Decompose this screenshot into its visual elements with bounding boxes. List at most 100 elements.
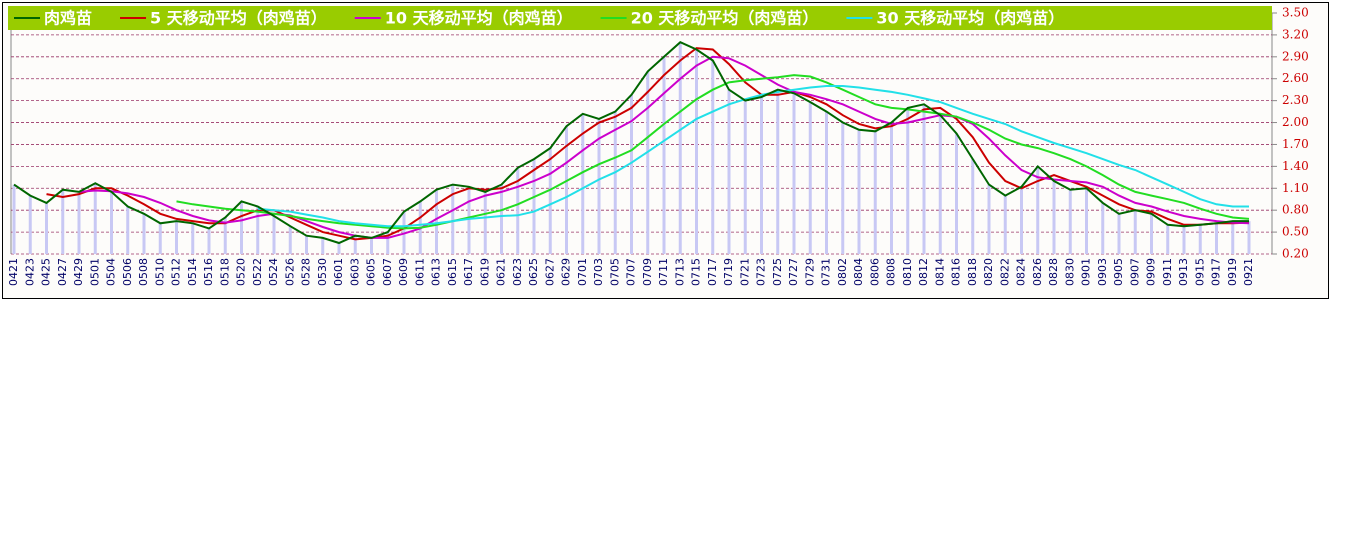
bar xyxy=(662,56,666,255)
x-tick-label: 0625 xyxy=(527,258,540,286)
y-tick-label: 3.50 xyxy=(1282,6,1309,20)
legend-label: 肉鸡苗 xyxy=(44,9,92,28)
bar xyxy=(451,184,455,254)
x-tick-label: 0524 xyxy=(267,258,280,286)
bar xyxy=(191,223,195,254)
bar xyxy=(873,131,877,254)
bar xyxy=(223,217,227,254)
bar xyxy=(61,189,65,254)
x-tick-label: 0701 xyxy=(576,258,589,286)
legend-label: 5 天移动平均（肉鸡苗） xyxy=(150,9,327,28)
bar xyxy=(825,111,828,254)
y-tick-label: 1.70 xyxy=(1282,137,1309,151)
x-tick-label: 0528 xyxy=(300,258,313,286)
bar xyxy=(613,111,617,254)
legend-label: 10 天移动平均（肉鸡苗） xyxy=(385,9,573,28)
x-tick-label: 0919 xyxy=(1226,258,1239,286)
bar xyxy=(581,113,585,254)
x-tick-label: 0913 xyxy=(1177,258,1190,286)
bar xyxy=(1003,195,1007,254)
bar xyxy=(1085,188,1088,254)
bar xyxy=(1247,221,1251,254)
bar xyxy=(906,107,910,254)
x-tick-label: 0806 xyxy=(868,258,881,286)
x-tick-label: 0820 xyxy=(982,258,995,286)
x-tick-label: 0814 xyxy=(933,258,946,286)
x-tick-label: 0725 xyxy=(771,258,784,286)
y-tick-label: 2.30 xyxy=(1282,93,1309,107)
x-tick-label: 0619 xyxy=(478,258,491,286)
bar xyxy=(565,126,568,254)
x-tick-label: 0605 xyxy=(365,258,378,286)
x-tick-label: 0709 xyxy=(641,258,654,286)
x-tick-label: 0711 xyxy=(657,258,670,286)
x-tick-label: 0719 xyxy=(722,258,735,286)
bar xyxy=(1117,213,1121,254)
bar xyxy=(1215,223,1218,254)
x-tick-label: 0727 xyxy=(787,258,800,286)
bar xyxy=(1101,202,1105,254)
x-tick-label: 0429 xyxy=(72,258,85,286)
y-tick-label: 2.00 xyxy=(1282,115,1309,129)
bar xyxy=(516,167,520,254)
x-tick-label: 0830 xyxy=(1063,258,1076,286)
x-tick-label: 0703 xyxy=(592,258,605,286)
bar xyxy=(77,191,81,254)
legend-label: 30 天移动平均（肉鸡苗） xyxy=(876,9,1064,28)
x-tick-label: 0917 xyxy=(1210,258,1223,286)
bar xyxy=(1231,221,1235,254)
x-tick-label: 0909 xyxy=(1145,258,1158,286)
bar xyxy=(532,159,536,254)
bar xyxy=(695,49,698,254)
bar xyxy=(1020,186,1023,254)
bar xyxy=(776,89,780,254)
bar xyxy=(45,202,48,254)
x-tick-label: 0816 xyxy=(950,258,963,286)
x-tick-label: 0905 xyxy=(1112,258,1125,286)
x-tick-label: 0621 xyxy=(495,258,508,286)
bar xyxy=(971,159,975,254)
y-tick-label: 0.50 xyxy=(1282,225,1309,239)
x-tick-label: 0617 xyxy=(462,258,475,286)
x-tick-label: 0501 xyxy=(88,258,101,286)
bar xyxy=(808,102,812,254)
bar xyxy=(1198,224,1202,254)
x-tick-label: 0510 xyxy=(153,258,166,286)
bar xyxy=(548,148,552,254)
bar xyxy=(500,184,503,254)
bar xyxy=(142,213,146,254)
x-tick-label: 0516 xyxy=(202,258,215,286)
x-tick-label: 0707 xyxy=(625,258,638,286)
legend-label: 20 天移动平均（肉鸡苗） xyxy=(631,9,819,28)
x-tick-label: 0601 xyxy=(332,258,345,286)
bar xyxy=(955,133,958,254)
x-tick-label: 0810 xyxy=(901,258,914,286)
bar xyxy=(483,191,487,254)
bar xyxy=(158,223,162,254)
y-tick-label: 3.20 xyxy=(1282,27,1309,41)
bar xyxy=(938,115,942,254)
x-tick-label: 0613 xyxy=(430,258,443,286)
bar xyxy=(467,186,471,254)
x-tick-label: 0611 xyxy=(413,258,426,286)
x-tick-label: 0723 xyxy=(755,258,768,286)
x-tick-label: 0425 xyxy=(40,258,53,286)
x-tick-label: 0911 xyxy=(1161,258,1174,286)
x-tick-label: 0705 xyxy=(608,258,621,286)
bar xyxy=(792,93,796,254)
x-tick-label: 0607 xyxy=(381,258,394,286)
series-line xyxy=(176,74,1250,230)
x-tick-label: 0609 xyxy=(397,258,410,286)
bar xyxy=(1133,210,1137,254)
bar xyxy=(646,71,650,254)
bar xyxy=(857,129,861,254)
bar xyxy=(288,226,292,254)
x-tick-label: 0818 xyxy=(966,258,979,286)
x-tick-label: 0421 xyxy=(7,258,20,286)
x-tick-label: 0615 xyxy=(446,258,459,286)
x-tick-label: 0504 xyxy=(105,258,118,286)
bar xyxy=(272,216,276,254)
bar xyxy=(256,206,260,254)
